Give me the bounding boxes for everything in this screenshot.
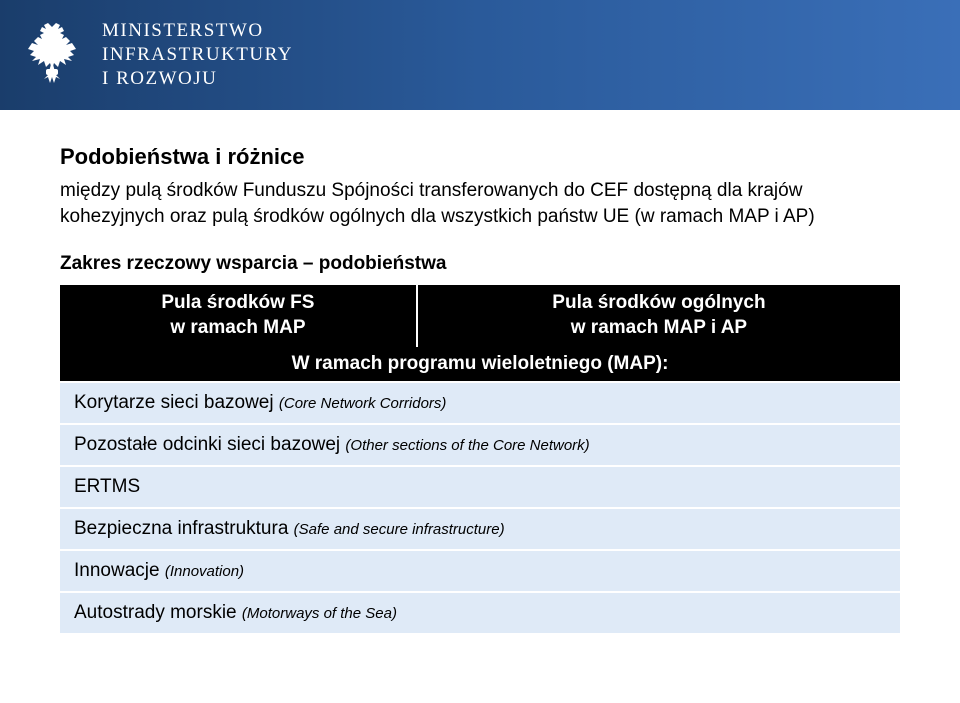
table-cell: ERTMS [60, 466, 900, 508]
slide-subtitle: między pulą środków Funduszu Spójności t… [60, 178, 900, 229]
table-row: Bezpieczna infrastruktura (Safe and secu… [60, 508, 900, 550]
row-main-text: Autostrady morskie [74, 602, 242, 623]
header-bar: MINISTERSTWO INFRASTRUKTURY I ROZWOJU [0, 0, 960, 110]
row-note-text: (Innovation) [165, 563, 244, 580]
table-header-right: Pula środków ogólnych w ramach MAP i AP [417, 285, 900, 346]
table-subheader-row: W ramach programu wieloletniego (MAP): [60, 347, 900, 382]
ministry-name: MINISTERSTWO INFRASTRUKTURY I ROZWOJU [102, 19, 293, 90]
row-note-text: (Other sections of the Core Network) [345, 437, 589, 454]
table-row: ERTMS [60, 466, 900, 508]
slide-content: Podobieństwa i różnice między pulą środk… [0, 110, 960, 633]
eagle-emblem-icon [22, 19, 82, 91]
row-main-text: Korytarze sieci bazowej [74, 392, 279, 413]
ministry-line1: MINISTERSTWO [102, 19, 293, 43]
table-header-row: Pula środków FS w ramach MAP Pula środkó… [60, 285, 900, 346]
ministry-line3: I ROZWOJU [102, 67, 293, 91]
table-row: Autostrady morskie (Motorways of the Sea… [60, 592, 900, 633]
section-heading: Zakres rzeczowy wsparcia – podobieństwa [60, 253, 900, 275]
table-cell: Bezpieczna infrastruktura (Safe and secu… [60, 508, 900, 550]
slide-title: Podobieństwa i różnice [60, 144, 900, 170]
table-header-left: Pula środków FS w ramach MAP [60, 285, 417, 346]
table-cell: Innowacje (Innovation) [60, 550, 900, 592]
table-cell: Korytarze sieci bazowej (Core Network Co… [60, 382, 900, 424]
row-note-text: (Safe and secure infrastructure) [294, 521, 505, 538]
row-main-text: Innowacje [74, 560, 165, 581]
row-note-text: (Core Network Corridors) [279, 395, 447, 412]
table-cell: Pozostałe odcinki sieci bazowej (Other s… [60, 424, 900, 466]
table-cell: Autostrady morskie (Motorways of the Sea… [60, 592, 900, 633]
row-main-text: ERTMS [74, 476, 140, 497]
row-main-text: Bezpieczna infrastruktura [74, 518, 294, 539]
comparison-table: Pula środków FS w ramach MAP Pula środkó… [60, 285, 900, 632]
ministry-line2: INFRASTRUKTURY [102, 43, 293, 67]
table-row: Innowacje (Innovation) [60, 550, 900, 592]
table-row: Korytarze sieci bazowej (Core Network Co… [60, 382, 900, 424]
row-main-text: Pozostałe odcinki sieci bazowej [74, 434, 345, 455]
table-subheader: W ramach programu wieloletniego (MAP): [60, 347, 900, 382]
table-row: Pozostałe odcinki sieci bazowej (Other s… [60, 424, 900, 466]
row-note-text: (Motorways of the Sea) [242, 605, 397, 622]
